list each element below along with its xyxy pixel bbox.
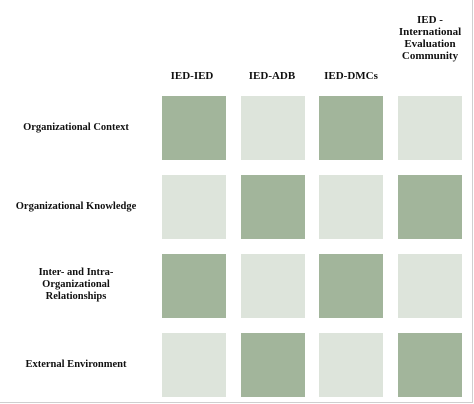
cell-relationships-ied-ied bbox=[162, 254, 226, 318]
cell-knowledge-ied-dmcs bbox=[319, 175, 383, 239]
cell-relationships-ied-dmcs bbox=[319, 254, 383, 318]
cell-external-ied-international bbox=[398, 333, 462, 397]
cell-external-ied-adb bbox=[241, 333, 305, 397]
column-header-ied-ied: IED-IED bbox=[170, 70, 214, 82]
cell-relationships-ied-adb bbox=[241, 254, 305, 318]
cell-knowledge-ied-adb bbox=[241, 175, 305, 239]
cell-context-ied-international bbox=[398, 96, 462, 160]
column-header-ied-dmcs: IED-DMCs bbox=[324, 70, 378, 82]
row-label-external-environment: External Environment bbox=[25, 359, 127, 370]
cell-relationships-ied-international bbox=[398, 254, 462, 318]
cell-context-ied-adb bbox=[241, 96, 305, 160]
column-header-ied-international: IED - International Evaluation Community bbox=[398, 14, 462, 62]
row-label-organizational-knowledge: Organizational Knowledge bbox=[15, 201, 137, 212]
cell-external-ied-dmcs bbox=[319, 333, 383, 397]
cell-context-ied-ied bbox=[162, 96, 226, 160]
column-header-ied-adb: IED-ADB bbox=[248, 70, 296, 82]
cell-knowledge-ied-international bbox=[398, 175, 462, 239]
cell-context-ied-dmcs bbox=[319, 96, 383, 160]
cell-external-ied-ied bbox=[162, 333, 226, 397]
row-label-organizational-context: Organizational Context bbox=[23, 122, 129, 133]
row-label-relationships: Inter- and Intra- Organizational Relatio… bbox=[38, 267, 114, 302]
cell-knowledge-ied-ied bbox=[162, 175, 226, 239]
